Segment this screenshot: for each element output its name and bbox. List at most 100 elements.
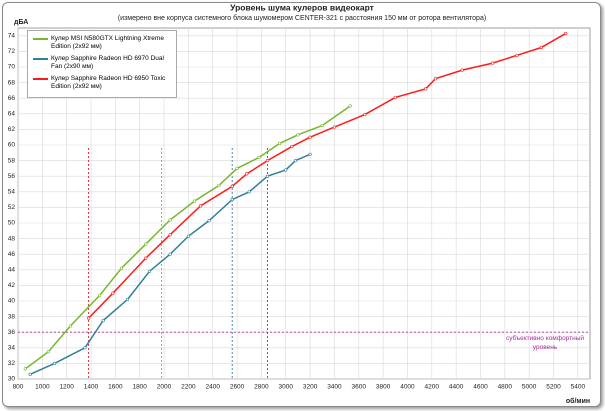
x-tick-label: 5000 — [522, 384, 537, 391]
data-point — [144, 256, 148, 260]
data-point — [539, 45, 543, 50]
y-tick-label: 34 — [8, 345, 16, 352]
legend-entry: Кулер Sapphire Radeon HD 6950 Toxic Edit… — [31, 75, 173, 91]
y-tick-label: 40 — [8, 298, 16, 305]
y-tick-label: 68 — [8, 79, 16, 86]
x-tick-label: 2200 — [181, 384, 196, 391]
chart-subtitle: (измерено вне корпуса системного блока ш… — [118, 14, 486, 22]
data-point — [393, 95, 397, 100]
data-point — [460, 68, 464, 72]
y-tick-label: 58 — [8, 157, 16, 164]
y-tick-label: 52 — [8, 204, 16, 211]
y-tick-label: 30 — [8, 376, 16, 383]
data-point — [119, 266, 124, 270]
series-line — [88, 32, 567, 319]
data-point — [515, 53, 519, 57]
data-point — [97, 293, 102, 298]
data-point — [257, 155, 261, 160]
y-tick-label: 54 — [8, 189, 16, 196]
x-tick-label: 4400 — [449, 384, 464, 391]
data-point — [296, 133, 300, 137]
data-point — [144, 242, 148, 246]
y-tick-label: 62 — [8, 126, 16, 133]
data-point — [348, 104, 352, 108]
data-point — [363, 112, 367, 117]
y-tick-label: 66 — [8, 95, 16, 102]
y-tick-label: 50 — [8, 220, 16, 227]
data-point — [52, 361, 57, 366]
data-point — [265, 159, 270, 163]
data-point — [198, 204, 203, 208]
data-point — [147, 269, 152, 273]
legend-swatch — [33, 38, 48, 40]
comfort-label: субъективно комфортный уровень — [505, 335, 585, 351]
x-tick-label: 1200 — [59, 384, 74, 391]
x-tick-label: 1400 — [84, 384, 99, 391]
data-point — [332, 125, 337, 129]
x-tick-label: 3800 — [376, 384, 391, 391]
data-point — [230, 184, 234, 188]
data-point — [235, 166, 239, 170]
x-tick-label: 4800 — [498, 384, 513, 391]
legend-label: Кулер MSI N580GTX Lightning Xtreme Editi… — [51, 35, 164, 50]
data-point — [284, 168, 288, 172]
x-tick-label: 4600 — [473, 384, 488, 391]
data-point — [245, 172, 249, 176]
data-point — [86, 316, 91, 320]
data-point — [320, 123, 324, 128]
y-tick-label: 60 — [8, 142, 16, 149]
x-tick-label: 4000 — [400, 384, 415, 391]
data-point — [101, 318, 105, 323]
data-point — [293, 159, 298, 163]
data-point — [68, 324, 72, 328]
data-point — [186, 234, 190, 238]
x-tick-label: 1000 — [35, 384, 50, 391]
legend-entry: Кулер Sapphire Radeon HD 6970 Dual Fan (… — [31, 55, 173, 71]
x-tick-label: 5400 — [571, 384, 586, 391]
y-tick-label: 42 — [8, 282, 16, 289]
x-tick-label: 3200 — [303, 384, 318, 391]
data-point — [217, 183, 221, 188]
data-point — [230, 198, 234, 202]
y-tick-label: 38 — [8, 313, 16, 320]
x-tick-label: 3000 — [279, 384, 294, 391]
data-point — [168, 218, 172, 222]
data-point — [491, 61, 495, 65]
data-point — [247, 190, 251, 194]
x-tick-label: 4200 — [425, 384, 440, 391]
x-tick-label: 2800 — [254, 384, 269, 391]
x-tick-label: 2600 — [230, 384, 245, 391]
data-point — [308, 152, 312, 156]
x-axis-label: об/мин — [566, 397, 590, 405]
data-point — [290, 144, 294, 149]
x-tick-label: 3600 — [352, 384, 367, 391]
legend-label: Кулер Sapphire Radeon HD 6970 Dual Fan (… — [51, 55, 164, 70]
data-point — [308, 135, 312, 139]
y-axis-label: дБА — [14, 19, 28, 26]
legend-label: Кулер Sapphire Radeon HD 6950 Toxic Edit… — [51, 75, 166, 90]
y-tick-label: 72 — [8, 48, 16, 55]
data-point — [192, 199, 197, 203]
data-point — [433, 77, 438, 81]
y-tick-label: 64 — [8, 111, 16, 118]
x-tick-label: 1600 — [108, 384, 123, 391]
data-point — [265, 174, 270, 178]
legend-entry: Кулер MSI N580GTX Lightning Xtreme Editi… — [31, 35, 173, 51]
data-point — [564, 31, 568, 36]
chart-title: Уровень шума кулеров видеокарт — [230, 2, 374, 12]
y-tick-label: 46 — [8, 251, 16, 258]
data-point — [83, 346, 87, 350]
x-tick-label: 2400 — [205, 384, 220, 391]
x-tick-label: 3400 — [327, 384, 342, 391]
y-tick-label: 36 — [8, 329, 16, 336]
data-point — [278, 141, 282, 146]
legend: Кулер MSI N580GTX Lightning Xtreme Editi… — [27, 30, 177, 98]
x-tick-label: 2000 — [157, 384, 172, 391]
y-tick-label: 56 — [8, 173, 16, 180]
x-tick-label: 1800 — [132, 384, 147, 391]
data-point — [168, 233, 172, 237]
legend-swatch — [33, 58, 48, 60]
data-point — [125, 297, 130, 302]
y-tick-label: 74 — [8, 33, 16, 40]
